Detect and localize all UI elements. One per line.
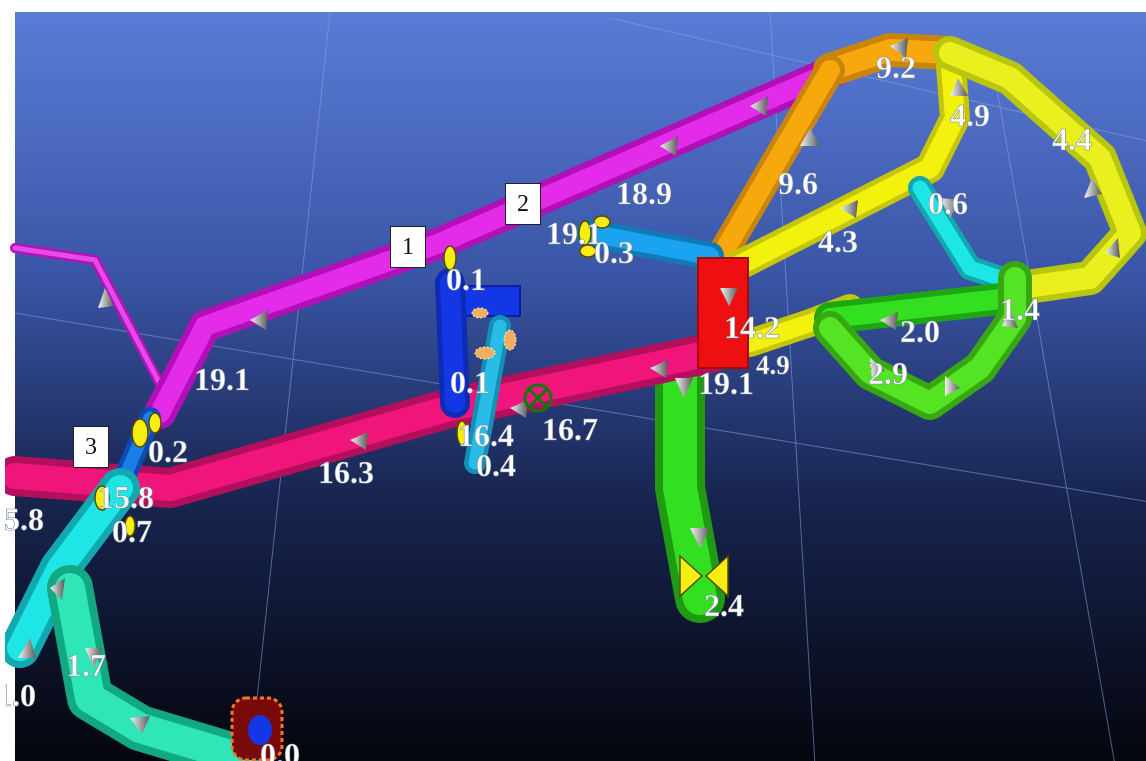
- flow-labels: 9.2 4.9 4.4 18.9 9.6 0.6 4.3 19.1 0.3 0.…: [5, 49, 1092, 761]
- flow-label-19-x: 19.1: [546, 215, 602, 251]
- flow-label-0-4: 0.4: [476, 447, 516, 483]
- flow-label-0-1-top: 0.1: [446, 261, 486, 297]
- callout-3: 3: [73, 426, 109, 468]
- teal-pipes: [5, 468, 263, 761]
- orange-dotted-marker-icon: [471, 307, 517, 360]
- 3d-viewport[interactable]: 9.2 4.9 4.4 18.9 9.6 0.6 4.3 19.1 0.3 0.…: [5, 4, 1146, 761]
- flow-label-1-4: 1.4: [1000, 291, 1040, 327]
- callout-1: 1: [390, 226, 426, 268]
- flow-label-19-1-mid: 19.1: [698, 365, 754, 401]
- flow-label-2-4: 2.4: [704, 587, 744, 623]
- green-pump-icon: [523, 383, 553, 413]
- flow-label-16-7: 16.7: [542, 411, 598, 447]
- flow-label-4-4: 4.4: [1052, 121, 1092, 157]
- flow-label-18-9: 18.9: [616, 175, 672, 211]
- junction-block: [697, 257, 749, 369]
- flow-label-9-6: 9.6: [778, 165, 818, 201]
- callout-2: 2: [505, 183, 541, 225]
- pipe-network-scene: 9.2 4.9 4.4 18.9 9.6 0.6 4.3 19.1 0.3 0.…: [5, 11, 1146, 761]
- flow-label-4-9-mid: 4.9: [756, 350, 790, 380]
- flow-label-5-8: 5.8: [5, 501, 44, 537]
- flow-label-0-3: 0.3: [594, 234, 634, 270]
- flow-label-14-2: 14.2: [724, 309, 780, 345]
- tank-icon: [230, 696, 284, 761]
- flow-label-2-0: 2.0: [900, 313, 940, 349]
- flow-label-19-1-left: 19.1: [194, 361, 250, 397]
- flow-label-0-1-mid: 0.1: [450, 364, 490, 400]
- valve-markers: [94, 215, 729, 761]
- magenta-pipes: [10, 52, 856, 429]
- pink-pipes: [5, 333, 730, 508]
- flow-label-1-7: 1.7: [66, 647, 106, 683]
- flow-label-9-2: 9.2: [876, 49, 916, 85]
- flow-arrows: [18, 38, 1120, 734]
- flow-label-16-4: 16.4: [458, 417, 514, 453]
- flow-label-2-9: 2.9: [868, 355, 908, 391]
- flow-label-16-3: 16.3: [318, 454, 374, 490]
- flow-label-1-0: 1.0: [5, 677, 36, 713]
- flow-label-4-3: 4.3: [818, 223, 858, 259]
- flow-label-0-0: 0.0: [260, 736, 300, 761]
- flow-label-0-2: 0.2: [148, 433, 188, 469]
- yellow-valve-icon: [94, 215, 729, 598]
- blue-pipes: [109, 268, 521, 499]
- flow-label-0-7: 0.7: [112, 513, 152, 549]
- flow-label-4-9-top: 4.9: [950, 97, 990, 133]
- flow-label-15-8: 15.8: [98, 479, 154, 515]
- flow-label-0-6: 0.6: [928, 185, 968, 221]
